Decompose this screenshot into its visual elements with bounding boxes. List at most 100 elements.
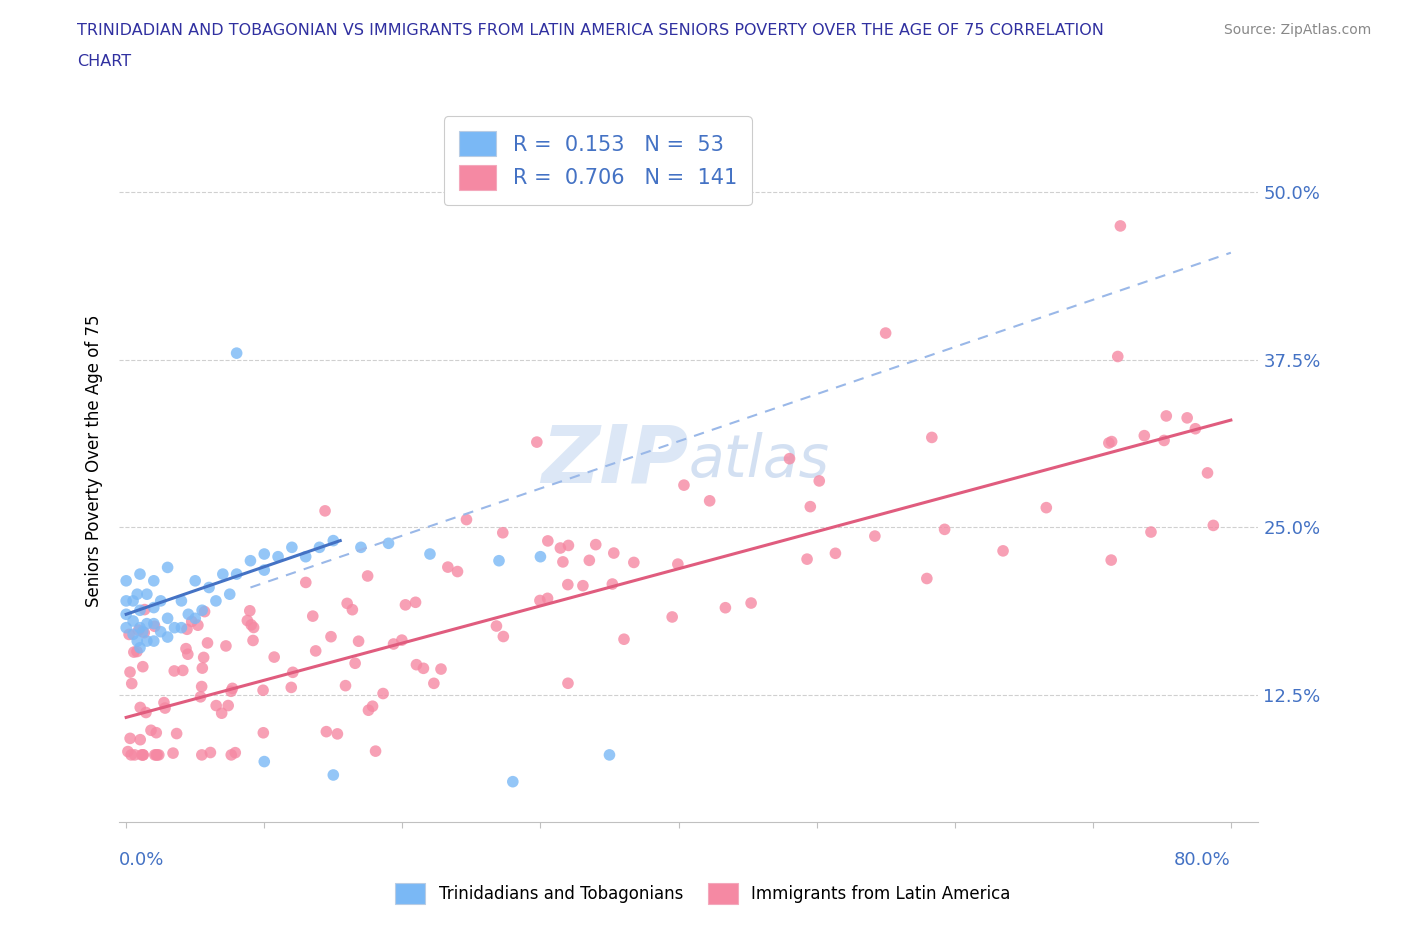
Point bbox=[294, 575, 316, 590]
Y-axis label: Seniors Poverty Over the Age of 75: Seniors Poverty Over the Age of 75 bbox=[86, 314, 103, 606]
Point bbox=[1140, 525, 1163, 539]
Point bbox=[551, 554, 574, 569]
Point bbox=[190, 679, 212, 694]
Point bbox=[934, 522, 956, 537]
Point bbox=[162, 746, 184, 761]
Point bbox=[357, 703, 380, 718]
Point bbox=[666, 557, 689, 572]
Point bbox=[536, 591, 558, 605]
Point bbox=[529, 593, 551, 608]
Point bbox=[135, 587, 157, 602]
Point bbox=[347, 633, 370, 648]
Point bbox=[308, 540, 330, 555]
Point bbox=[142, 633, 165, 648]
Point bbox=[263, 650, 285, 665]
Point bbox=[240, 618, 263, 632]
Text: CHART: CHART bbox=[77, 54, 131, 69]
Point bbox=[184, 574, 207, 589]
Point bbox=[361, 698, 384, 713]
Point bbox=[135, 633, 157, 648]
Point bbox=[875, 326, 897, 340]
Point bbox=[122, 593, 145, 608]
Legend: R =  0.153   N =  53, R =  0.706   N =  141: R = 0.153 N = 53, R = 0.706 N = 141 bbox=[444, 116, 752, 205]
Point bbox=[125, 644, 148, 659]
Point bbox=[314, 503, 336, 518]
Point bbox=[211, 706, 233, 721]
Point bbox=[118, 627, 141, 642]
Point bbox=[405, 595, 427, 610]
Point bbox=[134, 625, 156, 640]
Point bbox=[197, 635, 219, 650]
Point bbox=[1101, 434, 1123, 449]
Point bbox=[225, 346, 247, 361]
Point bbox=[128, 623, 150, 638]
Point bbox=[598, 748, 620, 763]
Point bbox=[485, 618, 508, 633]
Point bbox=[132, 748, 155, 763]
Point bbox=[218, 587, 240, 602]
Point bbox=[156, 560, 179, 575]
Point bbox=[281, 665, 304, 680]
Point bbox=[322, 767, 344, 782]
Point bbox=[200, 745, 222, 760]
Point bbox=[336, 596, 359, 611]
Point bbox=[132, 624, 155, 639]
Point bbox=[446, 565, 468, 579]
Point bbox=[242, 633, 264, 648]
Text: 80.0%: 80.0% bbox=[1174, 851, 1230, 869]
Point bbox=[129, 620, 152, 635]
Point bbox=[382, 636, 405, 651]
Point bbox=[236, 613, 259, 628]
Point bbox=[342, 603, 364, 618]
Point bbox=[437, 560, 460, 575]
Text: atlas: atlas bbox=[689, 432, 830, 489]
Point bbox=[163, 663, 186, 678]
Point bbox=[177, 646, 200, 661]
Point bbox=[672, 478, 695, 493]
Text: Source: ZipAtlas.com: Source: ZipAtlas.com bbox=[1223, 23, 1371, 37]
Text: TRINIDADIAN AND TOBAGONIAN VS IMMIGRANTS FROM LATIN AMERICA SENIORS POVERTY OVER: TRINIDADIAN AND TOBAGONIAN VS IMMIGRANTS… bbox=[77, 23, 1104, 38]
Point bbox=[149, 593, 172, 608]
Point bbox=[224, 745, 246, 760]
Point bbox=[356, 568, 378, 583]
Point bbox=[371, 686, 394, 701]
Point bbox=[117, 744, 139, 759]
Point bbox=[394, 597, 416, 612]
Point bbox=[142, 600, 165, 615]
Point bbox=[377, 536, 399, 551]
Point bbox=[602, 577, 624, 591]
Text: 0.0%: 0.0% bbox=[120, 851, 165, 869]
Point bbox=[118, 665, 141, 680]
Point bbox=[172, 663, 194, 678]
Point bbox=[121, 676, 143, 691]
Point bbox=[135, 617, 157, 631]
Point bbox=[146, 748, 169, 763]
Point bbox=[419, 547, 441, 562]
Point bbox=[129, 700, 152, 715]
Point bbox=[526, 434, 548, 449]
Point bbox=[335, 678, 357, 693]
Point bbox=[239, 604, 262, 618]
Point bbox=[350, 540, 373, 555]
Point bbox=[344, 656, 367, 671]
Point bbox=[176, 622, 198, 637]
Point bbox=[430, 661, 453, 676]
Point bbox=[129, 641, 152, 656]
Point bbox=[613, 631, 636, 646]
Point bbox=[120, 731, 142, 746]
Point bbox=[492, 525, 515, 540]
Point bbox=[122, 627, 145, 642]
Point bbox=[1175, 410, 1198, 425]
Point bbox=[572, 578, 595, 593]
Point bbox=[221, 681, 243, 696]
Point bbox=[215, 639, 238, 654]
Point bbox=[305, 644, 328, 658]
Point bbox=[294, 550, 316, 565]
Point bbox=[1099, 552, 1122, 567]
Point bbox=[115, 593, 138, 608]
Point bbox=[529, 550, 551, 565]
Point bbox=[921, 430, 943, 445]
Point bbox=[135, 705, 157, 720]
Point bbox=[824, 546, 846, 561]
Point bbox=[796, 551, 818, 566]
